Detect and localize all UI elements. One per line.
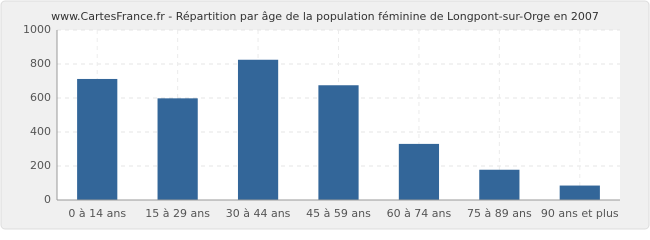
bar [318,85,359,200]
y-tick-label: 200 [30,159,51,172]
bar [157,98,198,200]
bar [398,143,440,200]
y-tick-label: 1000 [23,23,51,36]
x-tick-label: 15 à 29 ans [145,207,210,220]
x-tick-label: 30 à 44 ans [226,207,291,220]
bar [77,78,118,200]
y-tick-label: 600 [30,91,51,104]
chart-title: www.CartesFrance.fr - Répartition par âg… [51,10,599,23]
x-tick-label: 45 à 59 ans [306,207,371,220]
chart: www.CartesFrance.fr - Répartition par âg… [0,0,650,230]
x-tick-label: 75 à 89 ans [467,207,532,220]
y-tick-label: 800 [30,57,51,70]
x-tick-label: 0 à 14 ans [68,207,126,220]
bar [559,185,600,200]
bar [237,59,279,200]
y-tick-label: 400 [30,125,51,138]
bar [479,169,520,200]
x-tick-label: 90 ans et plus [541,207,619,220]
y-tick-label: 0 [44,193,51,206]
x-tick-label: 60 à 74 ans [387,207,452,220]
